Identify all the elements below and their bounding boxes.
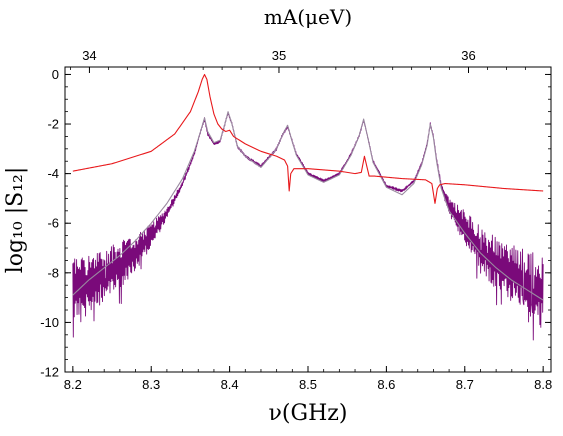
series-line-fit: [72, 111, 544, 301]
x-tick-label: 8.3: [142, 377, 160, 392]
x2-tick-label: 34: [82, 48, 96, 63]
x-tick-label: 8.6: [377, 377, 395, 392]
x-tick-label: 8.4: [221, 377, 239, 392]
y-tick-label: -12: [40, 365, 59, 380]
x-tick-label: 8.8: [534, 377, 552, 392]
y-tick-label: 0: [52, 67, 59, 82]
x2-tick-label: 35: [272, 48, 286, 63]
series-line-reference: [72, 73, 544, 204]
x-tick-label: 8.7: [456, 377, 474, 392]
y-tick-label: -8: [47, 265, 59, 280]
axes-layer: 8.2 8.3 8.4 8.5 8.6 8.7 8.8 0 -2 -4 -6 -8 -10 -12 34 35…: [40, 48, 552, 392]
x2-tick-label: 36: [461, 48, 475, 63]
series-layer: [72, 73, 544, 341]
y-tick-label: -6: [47, 216, 59, 231]
x-tick-label: 8.5: [299, 377, 317, 392]
x-tick-label: 8.2: [64, 377, 82, 392]
y-tick-label: -2: [47, 117, 59, 132]
x-axis-title: ν(GHz): [269, 401, 348, 426]
plot-frame: [64, 66, 552, 373]
x2-axis-title: mA(μeV): [264, 5, 352, 29]
y-tick-label: -4: [47, 166, 59, 181]
series-line-measured: [72, 111, 544, 341]
y-tick-label: -10: [40, 315, 59, 330]
y-axis-title: log₁₀ |S₁₂|: [3, 167, 28, 274]
